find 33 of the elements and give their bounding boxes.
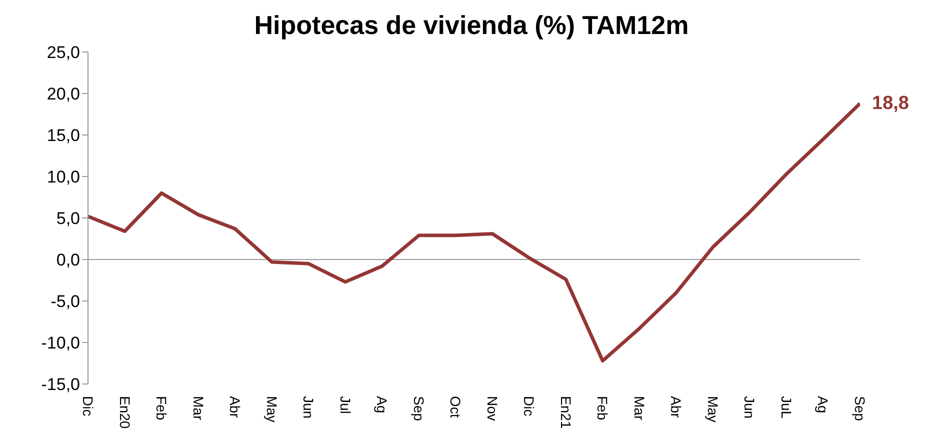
x-tick-label: Oct — [448, 396, 464, 418]
data-label: 18,8 — [872, 92, 909, 114]
x-tick-label: Ag — [815, 396, 832, 414]
x-tick-label: Abr — [668, 396, 684, 418]
x-tick-label: Jun — [300, 396, 317, 419]
x-tick-label: Sep — [852, 396, 868, 422]
x-tick-label: En21 — [558, 396, 574, 429]
x-tick-label: Ag — [374, 396, 390, 414]
y-tick-label: -10,0 — [41, 334, 80, 353]
x-tick-label: Mar — [190, 396, 206, 420]
x-tick-label: May — [704, 396, 721, 422]
y-tick-label: 0,0 — [56, 250, 80, 270]
x-tick-label: Feb — [594, 396, 611, 420]
x-tick-label: JuL — [778, 396, 794, 419]
y-tick-label: -15,0 — [41, 375, 80, 394]
x-tick-label: Sep — [410, 396, 427, 422]
y-tick-label: 20,0 — [46, 84, 80, 104]
x-tick-label: May — [264, 396, 280, 422]
x-tick-label: Jun — [742, 396, 758, 419]
y-tick-label: 15,0 — [46, 126, 80, 146]
x-tick-label: En20 — [116, 396, 133, 429]
chart-title: Hipotecas de vivienda (%) TAM12m — [253, 9, 690, 42]
y-tick-label: 25,0 — [46, 43, 80, 62]
x-tick-label: Jul — [337, 396, 354, 414]
y-tick-label: 10,0 — [46, 168, 80, 187]
x-tick-label: Abr — [227, 396, 244, 418]
y-tick-label: -5,0 — [50, 292, 80, 312]
x-tick-label: Dic — [521, 396, 538, 416]
x-tick-label: Nov — [484, 396, 500, 421]
y-tick-label: 5,0 — [56, 209, 80, 228]
x-tick-label: Dic — [80, 396, 96, 416]
x-tick-label: Feb — [154, 396, 170, 420]
x-tick-label: Mar — [631, 396, 648, 420]
